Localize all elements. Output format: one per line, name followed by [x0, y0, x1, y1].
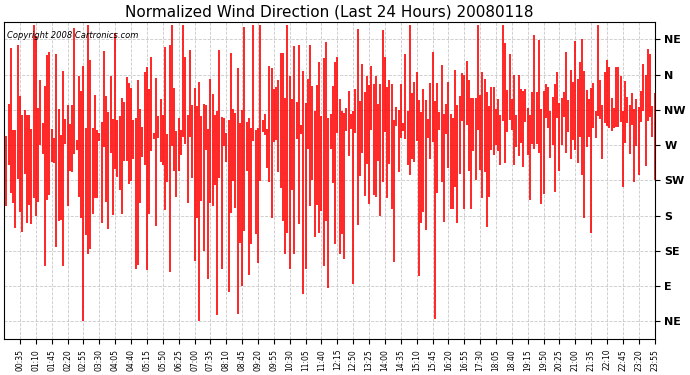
Title: Normalized Wind Direction (Last 24 Hours) 20080118: Normalized Wind Direction (Last 24 Hours… [125, 4, 533, 19]
Text: Copyright 2008 Cartronics.com: Copyright 2008 Cartronics.com [8, 31, 139, 40]
